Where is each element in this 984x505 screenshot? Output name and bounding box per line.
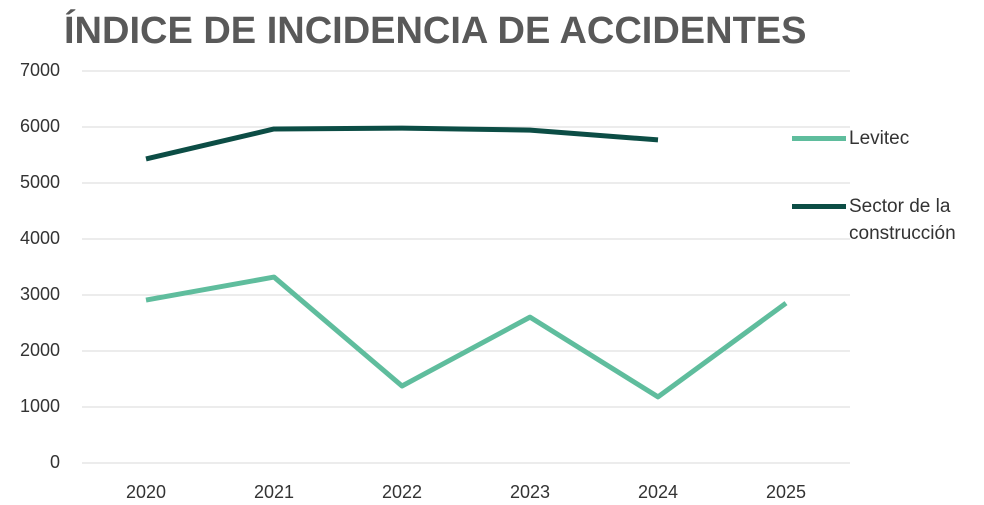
legend-label: Levitec (849, 128, 910, 149)
y-tick-label: 3000 (20, 284, 60, 304)
legend-label: Sector de la construcción (849, 196, 956, 244)
series-line (145, 274, 788, 400)
chart-title: ÍNDICE DE INCIDENCIA DE ACCIDENTES (64, 10, 807, 52)
x-tick-label: 2022 (382, 482, 422, 502)
x-tick-label: 2021 (254, 482, 294, 502)
legend-item: Sector de la construcción (792, 193, 984, 247)
y-tick-label: 2000 (20, 340, 60, 360)
y-tick-label: 4000 (20, 228, 60, 248)
y-tick-label: 0 (50, 452, 60, 472)
legend-swatch (792, 204, 846, 209)
x-tick-label: 2024 (638, 482, 678, 502)
y-tick-label: 6000 (20, 116, 60, 136)
legend-swatch (792, 136, 846, 141)
series-line (145, 125, 659, 162)
y-tick-label: 7000 (20, 60, 60, 80)
legend-item: Levitec (792, 125, 984, 152)
y-tick-label: 5000 (20, 172, 60, 192)
x-tick-label: 2025 (766, 482, 806, 502)
x-tick-label: 2020 (126, 482, 166, 502)
y-tick-label: 1000 (20, 396, 60, 416)
x-tick-label: 2023 (510, 482, 550, 502)
